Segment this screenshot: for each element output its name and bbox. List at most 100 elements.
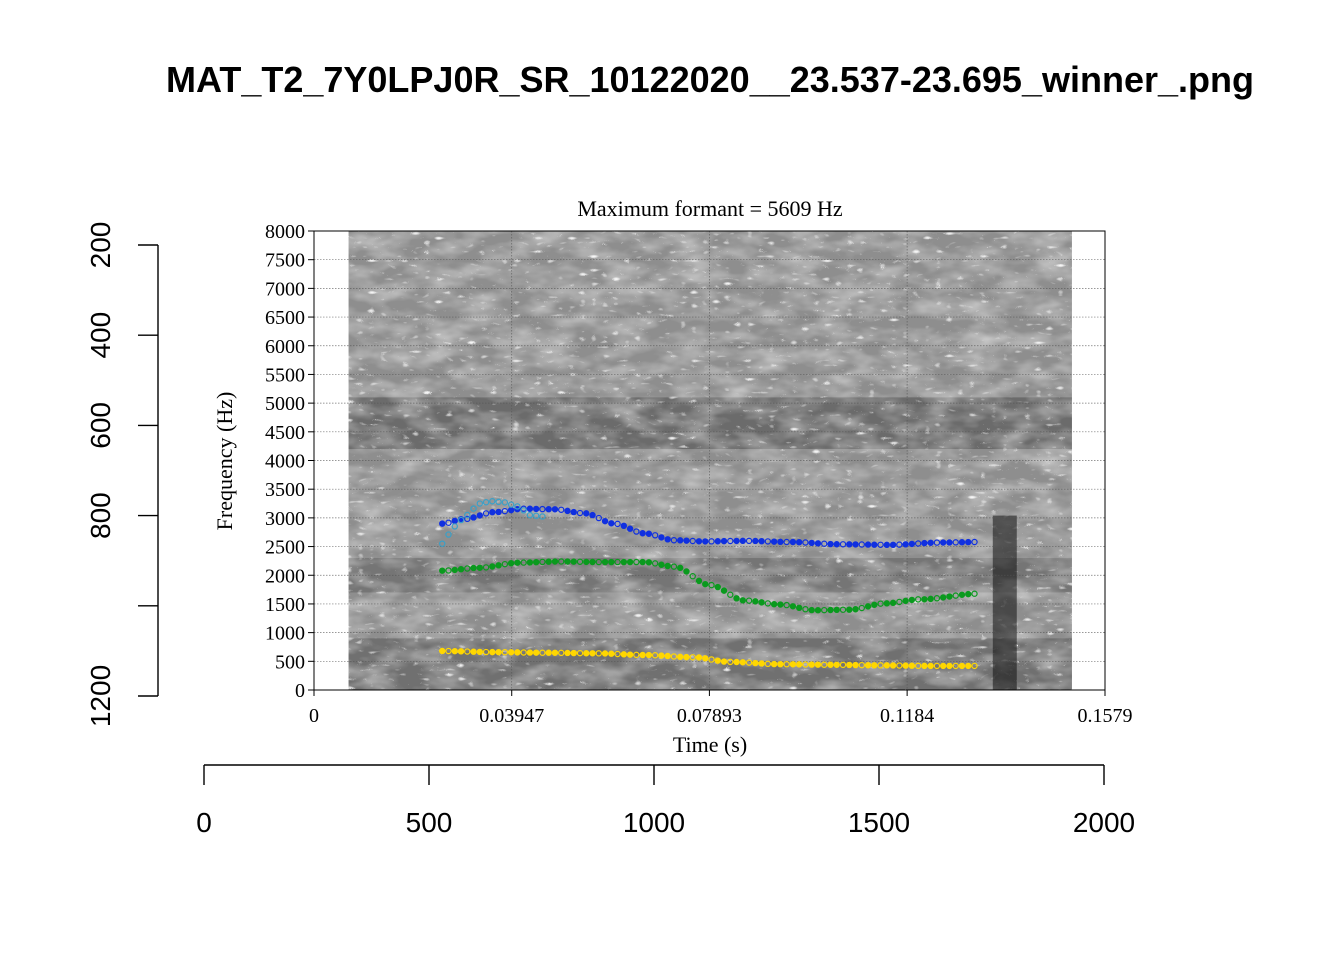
- formant-point: [839, 541, 847, 548]
- formant-point: [695, 577, 703, 585]
- formant-point: [457, 516, 465, 524]
- outer-x-tick-label: 1000: [623, 807, 685, 838]
- formant-point: [927, 539, 934, 546]
- formant-point: [439, 647, 446, 655]
- formant-point: [464, 511, 471, 519]
- formant-point: [558, 649, 565, 657]
- formant-point: [896, 662, 903, 669]
- formant-point: [889, 599, 897, 607]
- outer-y-axis: 200 400 600 800 1200: [85, 222, 159, 727]
- formant-point: [601, 650, 609, 657]
- formant-point: [595, 650, 602, 657]
- formant-point: [921, 596, 928, 603]
- y-tick-label: 500: [275, 651, 305, 673]
- formant-point: [927, 595, 934, 603]
- formant-point: [545, 558, 552, 565]
- x-tick-label: 0.1184: [880, 705, 934, 727]
- outer-y-tick-label: 400: [85, 312, 116, 359]
- formant-point: [476, 564, 484, 571]
- formant-point: [720, 658, 728, 665]
- formant-point: [927, 662, 934, 670]
- formant-point: [871, 662, 878, 669]
- x-tick-label: 0.03947: [479, 705, 544, 727]
- formant-point: [752, 659, 759, 667]
- formant-point: [645, 530, 653, 537]
- formant-point: [651, 532, 659, 539]
- formant-point: [639, 651, 646, 659]
- x-tick-label: 0.07893: [677, 705, 742, 727]
- formant-point: [633, 528, 640, 535]
- formant-point: [464, 515, 471, 523]
- formant-point: [689, 654, 696, 661]
- y-tick-label: 2500: [265, 537, 305, 559]
- formant-point: [676, 564, 684, 572]
- formant-point: [576, 649, 584, 657]
- formant-point: [846, 661, 853, 669]
- formant-point: [846, 606, 853, 613]
- formant-point: [658, 561, 665, 568]
- formant-point: [445, 647, 452, 655]
- formant-point: [439, 567, 446, 574]
- formant-point: [495, 498, 502, 506]
- y-tick-label: 5500: [265, 364, 305, 386]
- y-tick-label: 4500: [265, 422, 305, 444]
- formant-point: [702, 655, 709, 662]
- formant-point: [614, 650, 621, 658]
- formant-point: [921, 662, 928, 670]
- formant-point: [877, 541, 884, 548]
- y-tick-label: 1000: [265, 623, 305, 645]
- formant-point: [808, 661, 815, 668]
- formant-point: [783, 601, 790, 609]
- formant-point: [733, 537, 740, 545]
- formant-point: [676, 653, 684, 661]
- spectrogram-edge: [992, 515, 1017, 690]
- y-tick-label: 1500: [265, 594, 305, 616]
- formant-point: [464, 648, 471, 655]
- formant-point: [858, 541, 865, 548]
- formant-point: [551, 649, 559, 656]
- formant-point: [758, 599, 765, 606]
- formant-point: [583, 510, 590, 517]
- outer-x-tick-label: 500: [406, 807, 453, 838]
- formant-point: [683, 537, 690, 544]
- formant-point: [482, 499, 490, 506]
- formant-point: [664, 652, 671, 660]
- formant-point: [720, 537, 728, 545]
- formant-point: [645, 559, 653, 566]
- formant-point: [883, 662, 891, 669]
- formant-point: [626, 651, 634, 658]
- formant-point: [595, 514, 602, 522]
- formant-point: [451, 647, 458, 655]
- formant-point: [639, 530, 646, 537]
- formant-point: [914, 596, 922, 603]
- outer-x-axis: 0 500 1000 1500 2000: [196, 764, 1135, 838]
- formant-point: [708, 538, 715, 545]
- formant-point: [952, 592, 959, 599]
- formant-point: [695, 538, 703, 545]
- formant-point: [532, 505, 540, 513]
- formant-point: [708, 656, 715, 663]
- outer-y-tick-label: 800: [85, 492, 116, 539]
- formant-point: [727, 591, 734, 598]
- outer-x-tick-label: 2000: [1073, 807, 1135, 838]
- formant-point: [795, 604, 803, 612]
- formant-point: [939, 539, 947, 546]
- formant-point: [846, 541, 853, 548]
- formant-point: [783, 661, 790, 668]
- formant-point: [583, 650, 590, 657]
- formant-point: [902, 662, 909, 669]
- formant-point: [952, 539, 959, 546]
- outer-axes: 0 500 1000 1500 2000 200 400 600 800 1200: [85, 222, 1135, 838]
- formant-point: [670, 537, 678, 544]
- formant-point: [745, 659, 753, 666]
- formant-point: [658, 652, 665, 659]
- formant-point: [683, 568, 690, 575]
- formant-point: [445, 519, 452, 526]
- formant-point: [827, 661, 834, 668]
- formant-tracks: [439, 498, 978, 670]
- formant-point: [733, 658, 740, 666]
- formant-point: [476, 648, 484, 656]
- formant-point: [439, 520, 446, 527]
- formant-point: [658, 534, 665, 541]
- formant-point: [821, 661, 828, 668]
